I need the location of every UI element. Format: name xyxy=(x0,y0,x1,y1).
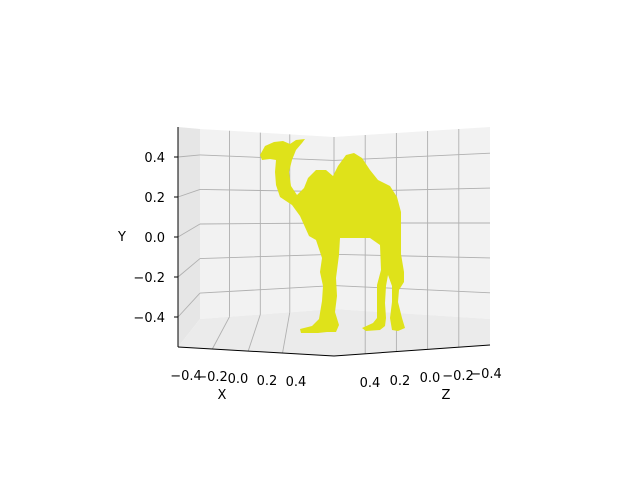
y-gridline-left xyxy=(177,292,201,318)
y-gridline-left xyxy=(177,189,201,198)
axes xyxy=(174,127,491,357)
left-pane xyxy=(178,127,200,347)
tick-labels: 0.40.20.0−0.2−0.4−0.4−0.2 0.0 0.2 0.4 0.4 0.2… xyxy=(133,151,501,391)
y-tick-label: 0.4 xyxy=(144,151,165,166)
z-tick-label: 0.4 xyxy=(360,376,381,391)
y-gridline-left xyxy=(177,223,201,238)
y-tick-label: −0.4 xyxy=(133,311,165,326)
z-tick-label: −0.4 xyxy=(470,367,502,382)
z-tick-label: −0.2 xyxy=(442,369,474,384)
x-tick-label: 0.2 xyxy=(257,374,278,389)
y-tick-label: 0.0 xyxy=(144,231,165,246)
x-tick-label: −0.4 xyxy=(170,369,202,384)
floor-gridline xyxy=(211,316,230,350)
x-tick-label: 0.4 xyxy=(286,375,307,390)
y-gridline-left xyxy=(177,258,201,278)
z-tick-label: 0.0 xyxy=(420,371,441,386)
floor-gridline xyxy=(282,312,291,354)
floor-gridline xyxy=(247,314,261,352)
z-axis-label: Z xyxy=(442,388,451,403)
x-axis-line xyxy=(177,346,335,357)
camel-shape xyxy=(260,139,405,333)
y-gridline-left xyxy=(177,154,201,158)
z-axis-line xyxy=(333,344,491,357)
y-axis-label: Y xyxy=(117,230,126,245)
x-axis-label: X xyxy=(218,388,227,403)
z-tick-label: 0.2 xyxy=(390,374,411,389)
floor-pane xyxy=(178,309,490,356)
axis-labels: X Z Y xyxy=(117,230,451,403)
y-tick-label: 0.2 xyxy=(144,191,165,206)
x-tick-label: 0.0 xyxy=(228,372,249,387)
y-gridline xyxy=(199,152,491,161)
y-tick-label: −0.2 xyxy=(133,271,165,286)
x-tick-label: −0.2 xyxy=(196,370,228,385)
